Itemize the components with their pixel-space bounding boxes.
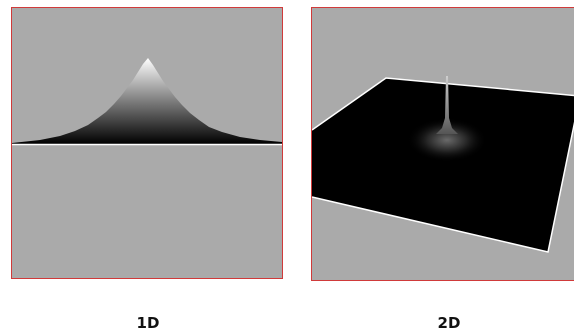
panel-2d <box>311 7 574 281</box>
surface-plane <box>312 78 574 252</box>
spike <box>436 76 458 134</box>
panel-label: 2D <box>438 314 461 332</box>
spike-glow <box>407 118 487 162</box>
peak-profile <box>12 58 282 144</box>
plane-edge <box>312 121 574 253</box>
panel-1d <box>11 7 283 279</box>
plane-edge <box>312 77 574 131</box>
panel-label: 1D <box>137 314 160 332</box>
